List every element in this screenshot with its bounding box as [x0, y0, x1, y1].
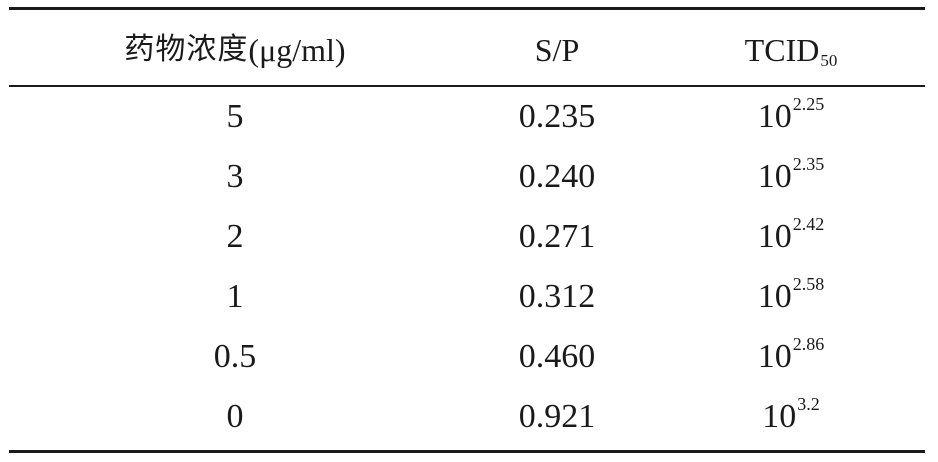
header-tcid-label: TCID	[744, 32, 820, 68]
cell-tcid50: 10 2.86	[657, 325, 925, 389]
table-row: 3 0.240 10 2.35	[9, 145, 925, 209]
table-header-row: 药物浓度 (μg/ml) S/P TCID 50	[9, 15, 925, 85]
header-drug-concentration: 药物浓度 (μg/ml)	[11, 15, 459, 85]
cell-sp: 0.235	[518, 98, 596, 135]
tcid-exponent: 3.2	[797, 394, 820, 414]
tcid-exponent: 2.42	[792, 214, 825, 234]
header-drug-unit: (μg/ml)	[248, 32, 346, 68]
header-rule	[9, 85, 925, 87]
cell-sp: 0.240	[518, 158, 596, 195]
table-row: 2 0.271 10 2.42	[9, 205, 925, 269]
cell-tcid50: 10 2.25	[657, 85, 925, 149]
cell-concentration: 3	[226, 158, 244, 195]
header-drug-label: 药物浓度	[124, 32, 249, 67]
cell-tcid50: 10 2.42	[657, 205, 925, 269]
header-tcid50: TCID 50	[657, 15, 925, 85]
cell-concentration: 2	[226, 218, 244, 255]
table-row: 0.5 0.460 10 2.86	[9, 325, 925, 389]
cell-tcid50: 10 2.58	[657, 265, 925, 329]
cell-concentration: 0.5	[213, 338, 257, 375]
tcid-base: 10	[757, 98, 792, 135]
header-sp: S/P	[534, 32, 580, 68]
table-row: 5 0.235 10 2.25	[9, 85, 925, 149]
tcid-exponent: 2.25	[792, 94, 825, 114]
cell-tcid50: 10 3.2	[657, 385, 925, 449]
cell-concentration: 5	[226, 98, 244, 135]
cell-sp: 0.271	[518, 218, 596, 255]
cell-concentration: 0	[226, 398, 244, 435]
cell-sp: 0.460	[518, 338, 596, 375]
tcid-base: 10	[757, 218, 792, 255]
tcid-base: 10	[762, 398, 797, 435]
tcid-exponent: 2.86	[792, 334, 825, 354]
cell-concentration: 1	[226, 278, 244, 315]
tcid-base: 10	[757, 338, 792, 375]
data-table: 药物浓度 (μg/ml) S/P TCID 50 5 0.235 10 2.25 3 …	[9, 7, 925, 454]
cell-sp: 0.312	[518, 278, 596, 315]
top-rule	[9, 7, 925, 10]
tcid-exponent: 2.35	[792, 154, 825, 174]
table-row: 1 0.312 10 2.58	[9, 265, 925, 329]
tcid-base: 10	[757, 278, 792, 315]
cell-tcid50: 10 2.35	[657, 145, 925, 209]
header-tcid-subscript: 50	[820, 50, 838, 70]
tcid-exponent: 2.58	[792, 274, 825, 294]
tcid-base: 10	[757, 158, 792, 195]
cell-sp: 0.921	[518, 398, 596, 435]
bottom-rule	[9, 450, 925, 453]
table-row: 0 0.921 10 3.2	[9, 385, 925, 449]
